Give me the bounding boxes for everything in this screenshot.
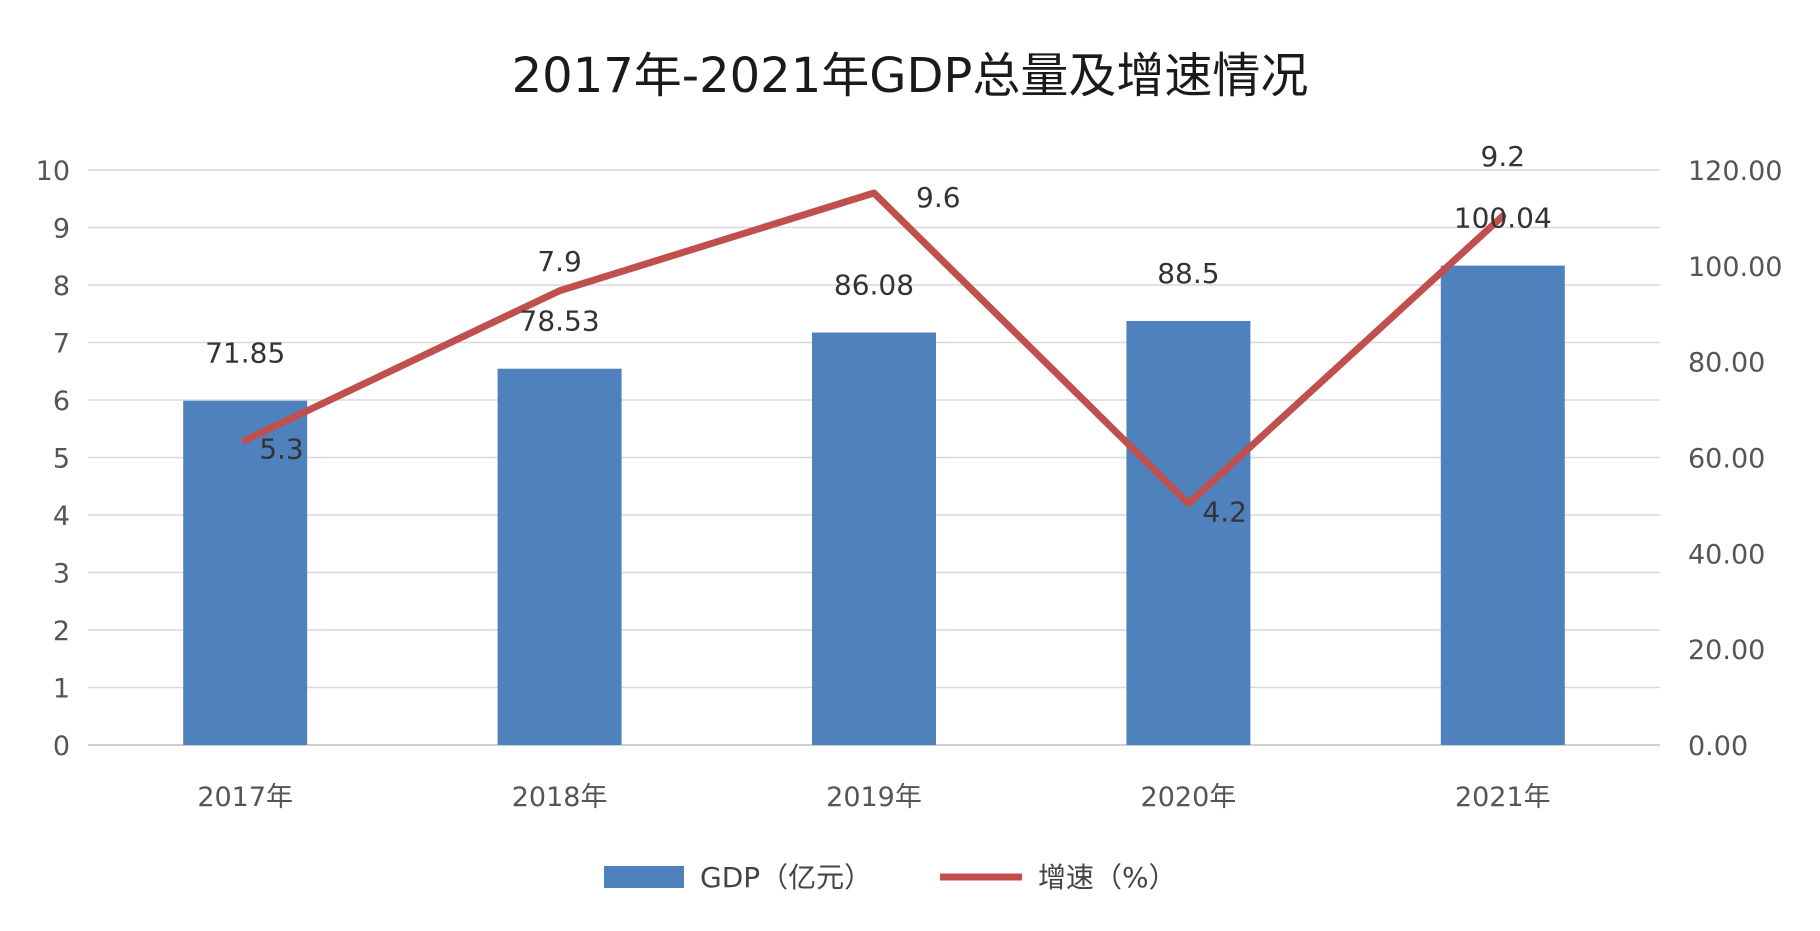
left-axis-tick-label: 10 [36,156,70,187]
x-axis-category-label: 2017年 [197,782,293,813]
bar-gdp [183,400,308,745]
left-axis-tick-label: 1 [53,674,70,705]
growth-rate-point [1185,500,1192,507]
gdp-data-label: 78.53 [520,305,600,338]
growth-rate-point [556,287,563,294]
right-axis-tick-label: 20.00 [1688,635,1765,666]
growth-rate-point [1499,213,1506,219]
legend-swatch-gdp [604,866,684,888]
legend-label-gdp: GDP（亿元） [700,861,872,894]
left-axis-tick-label: 0 [53,731,70,762]
gdp-data-label: 88.5 [1157,257,1219,290]
left-axis-tick-label: 4 [53,501,70,532]
growth-rate-point [242,437,249,444]
growth-rate-point [871,190,877,196]
growth-data-label: 4.2 [1202,496,1247,529]
left-axis-tick-label: 5 [53,444,70,475]
bar-gdp [497,368,622,745]
growth-data-label: 9.2 [1481,140,1526,173]
right-axis-tick-label: 100.00 [1688,252,1782,283]
right-axis-tick-label: 0.00 [1688,731,1748,762]
legend-label-growth: 增速（%） [1038,861,1177,894]
right-axis-tick-label: 120.00 [1688,156,1782,187]
bar-gdp [1126,320,1251,745]
gdp-data-label: 86.08 [834,269,914,302]
growth-data-label: 7.9 [537,245,582,278]
bar-gdp [1440,265,1565,745]
x-axis-category-label: 2018年 [512,782,608,813]
gdp-data-label: 100.04 [1454,202,1552,235]
right-axis-tick-label: 60.00 [1688,444,1765,475]
left-axis-tick-label: 8 [53,271,70,302]
right-axis-tick-label: 80.00 [1688,348,1765,379]
left-axis-tick-label: 3 [53,559,70,590]
x-axis-category-label: 2019年 [826,782,922,813]
left-axis-tick-label: 9 [53,214,70,245]
growth-data-label: 9.6 [916,181,961,214]
x-axis-category-label: 2020年 [1141,782,1237,813]
right-axis-tick-label: 40.00 [1688,539,1765,570]
bar-gdp [812,332,936,745]
gdp-data-label: 71.85 [205,337,285,370]
x-axis-category-label: 2021年 [1455,782,1551,813]
chart-title: 2017年-2021年GDP总量及增速情况 [512,48,1309,104]
left-axis-tick-label: 7 [53,329,70,360]
left-axis-tick-label: 2 [53,616,70,647]
left-axis-tick-label: 6 [53,386,70,417]
growth-data-label: 5.3 [259,432,304,465]
